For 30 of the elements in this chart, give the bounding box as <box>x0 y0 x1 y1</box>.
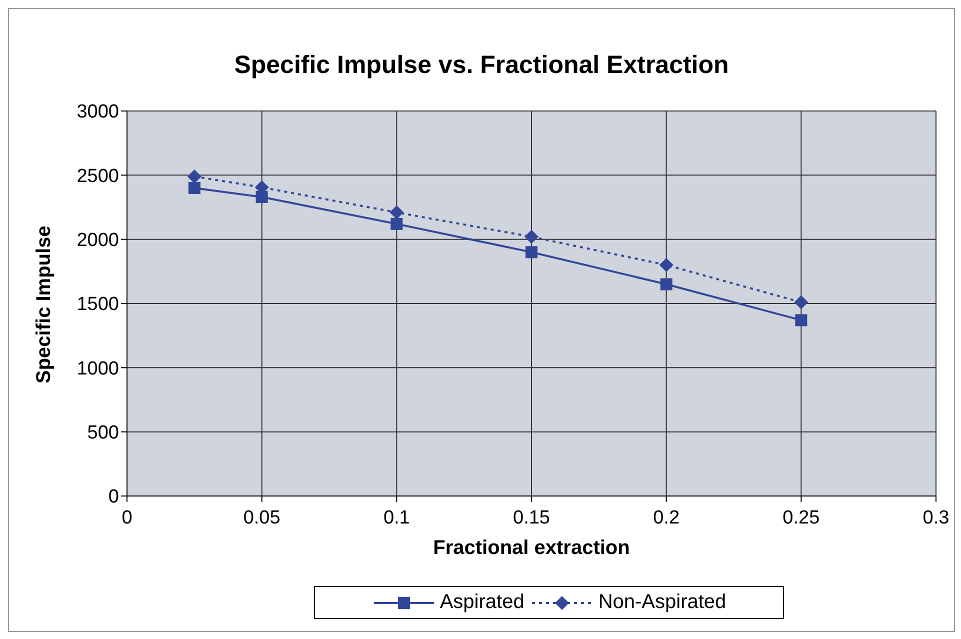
point <box>794 295 808 310</box>
y-tick-label: 500 <box>87 422 119 444</box>
legend-label: Non-Aspirated <box>598 591 726 614</box>
point <box>390 205 404 220</box>
point <box>660 278 672 290</box>
y-tick-label: 1000 <box>76 358 119 380</box>
point <box>526 246 538 258</box>
point <box>390 218 403 230</box>
y-tick-label: 2000 <box>76 230 119 252</box>
x-tick-label: 0.25 <box>782 507 820 528</box>
x-tick-label: 0.2 <box>653 507 680 528</box>
x-tick-label: 0.3 <box>922 507 950 528</box>
point <box>524 230 538 244</box>
y-tick-label: 1500 <box>76 294 119 316</box>
point <box>256 190 268 203</box>
x-tick-label: 0.05 <box>243 507 280 528</box>
chart-title: Specific Impulse vs. Fractional Extraction <box>233 50 730 81</box>
y-axis-title: Specific Impulse <box>33 226 56 384</box>
point <box>188 182 200 194</box>
point <box>795 314 808 326</box>
point <box>659 258 674 272</box>
x-tick-label: 0 <box>122 507 132 528</box>
x-tick-label: 0.15 <box>513 507 550 528</box>
x-axis-title: Fractional extraction <box>433 537 630 559</box>
legend-label: Aspirated <box>440 591 524 614</box>
y-tick-label: 3000 <box>76 102 119 123</box>
y-tick-label: 0 <box>108 486 119 508</box>
y-tick-label: 2500 <box>76 166 119 187</box>
point <box>187 169 202 184</box>
x-tick-label: 0.1 <box>383 507 410 528</box>
